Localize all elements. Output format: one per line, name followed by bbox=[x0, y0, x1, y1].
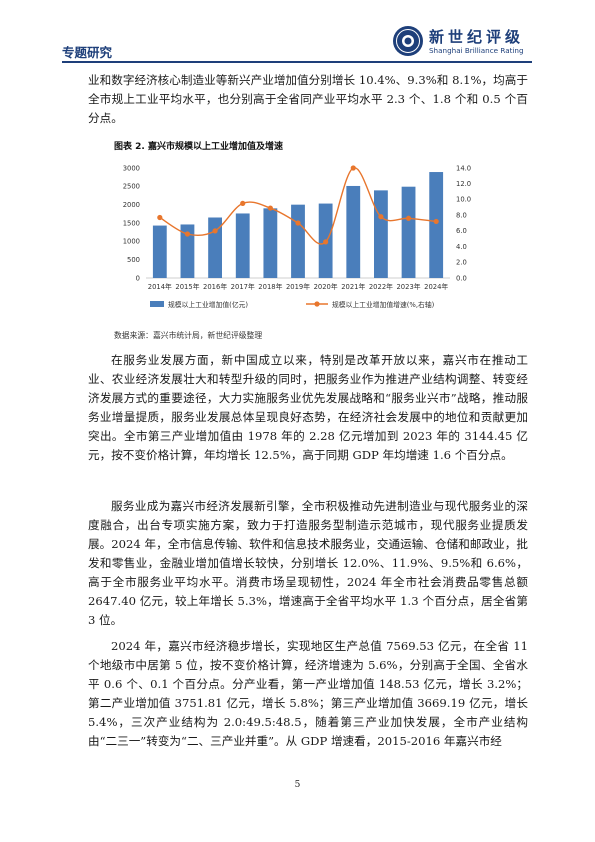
bar bbox=[374, 190, 388, 278]
seal-icon bbox=[393, 26, 423, 56]
figure-caption: 图表 2. 嘉兴市规模以上工业增加值及增速 bbox=[114, 142, 283, 152]
line-point bbox=[350, 165, 356, 171]
right-tick-label: 2.0 bbox=[456, 259, 467, 267]
left-tick-label: 1000 bbox=[123, 238, 140, 246]
legend-bar-label: 规模以上工业增加值(亿元) bbox=[168, 300, 248, 309]
left-tick-label: 500 bbox=[127, 256, 140, 264]
x-tick-label: 2017年 bbox=[231, 282, 255, 291]
bar bbox=[180, 224, 195, 278]
right-tick-label: 14.0 bbox=[456, 164, 471, 172]
line-point bbox=[212, 228, 218, 234]
line-point bbox=[267, 205, 273, 211]
right-tick-label: 8.0 bbox=[456, 211, 467, 219]
bar bbox=[263, 208, 278, 278]
right-tick-label: 0.0 bbox=[456, 274, 467, 282]
x-tick-label: 2015年 bbox=[175, 282, 199, 291]
section-title: 专题研究 bbox=[62, 45, 113, 60]
paragraph-services-engine: 服务业成为嘉兴市经济发展新引擎，全市积极推动先进制造业与现代服务业的深度融合，出… bbox=[88, 499, 528, 627]
x-tick-label: 2016年 bbox=[203, 282, 227, 291]
bar bbox=[429, 172, 444, 278]
left-tick-label: 3000 bbox=[123, 164, 140, 172]
logo-chinese-name: 新世纪评级 bbox=[429, 28, 525, 46]
legend-line-label: 规模以上工业增加值增速(%,右轴) bbox=[332, 300, 435, 309]
x-tick-label: 2022年 bbox=[369, 282, 393, 291]
paragraph-economy-2024: 2024 年，嘉兴市经济稳步增长，实现地区生产总值 7569.53 亿元，在全省… bbox=[88, 639, 528, 748]
line-point bbox=[184, 231, 191, 237]
header-divider bbox=[62, 61, 532, 63]
x-tick-label: 2021年 bbox=[341, 282, 365, 291]
left-tick-label: 2500 bbox=[123, 183, 140, 191]
x-tick-label: 2024年 bbox=[424, 282, 448, 291]
line-point bbox=[405, 215, 412, 221]
right-tick-label: 6.0 bbox=[456, 227, 467, 235]
left-tick-label: 2000 bbox=[123, 201, 140, 209]
bar bbox=[152, 225, 167, 278]
chart-legend: 规模以上工业增加值(亿元) 规模以上工业增加值增速(%,右轴) bbox=[150, 300, 435, 309]
line-points bbox=[157, 165, 439, 245]
bar-series bbox=[152, 172, 444, 278]
left-tick-label: 0 bbox=[136, 274, 140, 282]
left-tick-label: 1500 bbox=[123, 219, 140, 227]
x-axis-ticks: 2014年 2015年 2016年 2017年 2018年 2019年 2020年 2021年… bbox=[148, 282, 449, 291]
bar bbox=[401, 186, 416, 278]
right-tick-label: 4.0 bbox=[456, 243, 467, 251]
paragraph-intro: 业和数字经济核心制造业等新兴产业增加值分别增长 10.4%、9.3%和 8.1%… bbox=[88, 73, 528, 125]
line-point bbox=[157, 214, 163, 221]
right-axis-ticks: 0.0 2.0 4.0 6.0 8.0 10.0 12.0 14.0 bbox=[456, 164, 471, 282]
bar bbox=[346, 185, 361, 278]
right-tick-label: 10.0 bbox=[456, 196, 471, 204]
page-number: 5 bbox=[294, 780, 301, 790]
line-point bbox=[323, 239, 329, 245]
logo-english-name: Shanghai Brilliance Rating bbox=[429, 46, 524, 55]
figure-source: 数据来源：嘉兴市统计局，新世纪评级整理 bbox=[114, 331, 263, 340]
right-tick-label: 12.0 bbox=[456, 180, 471, 188]
line-point bbox=[378, 214, 384, 220]
paragraph-services: 在服务业发展方面，新中国成立以来，特别是改革开放以来，嘉兴市在推动工业、农业经济… bbox=[88, 353, 528, 462]
x-tick-label: 2020年 bbox=[314, 282, 338, 291]
left-axis-ticks: 0 500 1000 1500 2000 2500 3000 bbox=[123, 164, 140, 282]
line-point bbox=[295, 220, 301, 226]
x-tick-label: 2019年 bbox=[286, 282, 310, 291]
bar bbox=[291, 204, 305, 278]
bar bbox=[235, 213, 250, 278]
legend-line-marker bbox=[314, 301, 320, 307]
industrial-value-chart: 0 500 1000 1500 2000 2500 3000 0.0 2.0 4.0 6.0 8.0… bbox=[123, 164, 471, 309]
legend-bar-swatch bbox=[150, 301, 164, 307]
x-tick-label: 2014年 bbox=[148, 282, 172, 291]
line-point bbox=[240, 200, 246, 206]
line-point bbox=[433, 218, 439, 225]
x-tick-label: 2023年 bbox=[396, 282, 420, 291]
company-logo: 新世纪评级 Shanghai Brilliance Rating bbox=[392, 22, 542, 62]
x-tick-label: 2018年 bbox=[258, 282, 282, 291]
